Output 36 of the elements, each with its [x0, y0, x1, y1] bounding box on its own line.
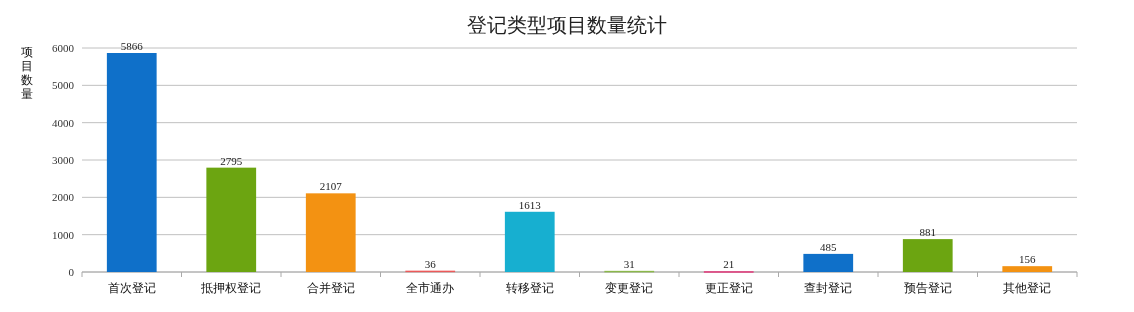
bar: [206, 167, 257, 272]
x-tick-label: 预告登记: [903, 281, 952, 295]
bar: [902, 239, 953, 272]
data-label: 156: [1019, 253, 1036, 266]
x-tick-label: 更正登记: [704, 281, 753, 295]
bar: [504, 211, 555, 272]
y-axis-title: 项目数量: [21, 45, 33, 101]
bar: [1002, 266, 1053, 272]
y-tick-label: 4000: [52, 116, 75, 129]
data-label: 36: [424, 257, 437, 270]
x-tick-label: 转移登记: [505, 281, 554, 295]
x-tick-label: 全市通办: [406, 281, 455, 295]
data-label: 1613: [518, 198, 542, 211]
y-tick-label: 3000: [52, 154, 75, 166]
y-tick-label: 1000: [52, 228, 75, 241]
data-label: 2795: [220, 154, 243, 167]
x-tick-label: 变更登记: [605, 281, 654, 295]
y-tick-label: 5000: [52, 79, 75, 92]
x-tick-label: 抵押权登记: [200, 281, 262, 295]
data-label: 5866: [120, 40, 144, 52]
data-label: 21: [723, 258, 735, 271]
x-tick-label: 合并登记: [306, 281, 355, 295]
x-tick-label: 查封登记: [804, 281, 853, 295]
y-tick-label: 0: [68, 266, 75, 278]
bar: [803, 253, 854, 272]
x-tick-label: 其他登记: [1003, 281, 1052, 295]
chart-title: 登记类型项目数量统计: [467, 13, 667, 37]
data-label: 31: [623, 257, 635, 270]
y-tick-label: 6000: [52, 42, 75, 54]
data-label: 2107: [319, 180, 343, 193]
bar: [106, 53, 157, 272]
x-tick-label: 首次登记: [107, 281, 156, 295]
data-label: 881: [919, 226, 936, 239]
y-tick-label: 2000: [52, 191, 75, 204]
data-label: 485: [820, 240, 837, 253]
bar: [305, 193, 356, 272]
